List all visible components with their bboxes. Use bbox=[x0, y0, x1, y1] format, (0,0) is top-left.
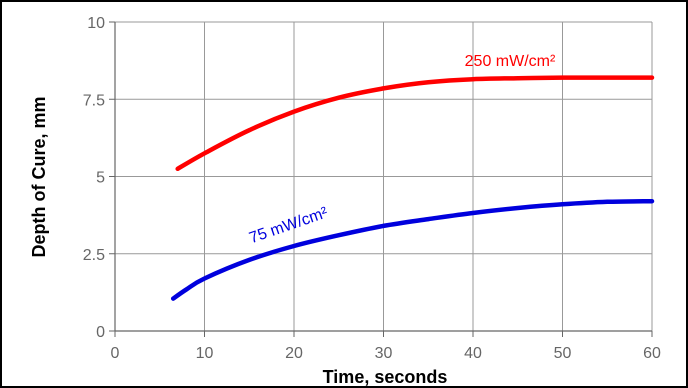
y-tick-label-2.5: 2.5 bbox=[83, 247, 105, 264]
x-tick-label-40: 40 bbox=[464, 345, 482, 362]
series-line-1 bbox=[170, 198, 655, 301]
y-tick-label-5: 5 bbox=[96, 170, 105, 187]
y-tick-label-10: 10 bbox=[87, 15, 105, 32]
x-tick-label-0: 0 bbox=[111, 345, 120, 362]
x-tick-label-60: 60 bbox=[643, 345, 661, 362]
x-tick-label-20: 20 bbox=[285, 345, 303, 362]
series-label-250: 250 mW/cm² bbox=[465, 53, 556, 70]
axis-layer bbox=[109, 21, 653, 337]
y-tick-label-0: 0 bbox=[96, 324, 105, 341]
series-line-0 bbox=[175, 75, 655, 172]
tick-labels: 0 10 20 30 40 50 60 0 2.5 5 7.5 10 bbox=[83, 15, 661, 362]
x-tick-label-10: 10 bbox=[196, 345, 214, 362]
x-axis-title: Time, seconds bbox=[323, 367, 448, 387]
series-layer bbox=[170, 75, 655, 301]
x-tick-label-30: 30 bbox=[375, 345, 393, 362]
y-axis-title: Depth of Cure, mm bbox=[29, 96, 49, 257]
x-tick-label-50: 50 bbox=[554, 345, 572, 362]
y-tick-label-7.5: 7.5 bbox=[83, 92, 105, 109]
